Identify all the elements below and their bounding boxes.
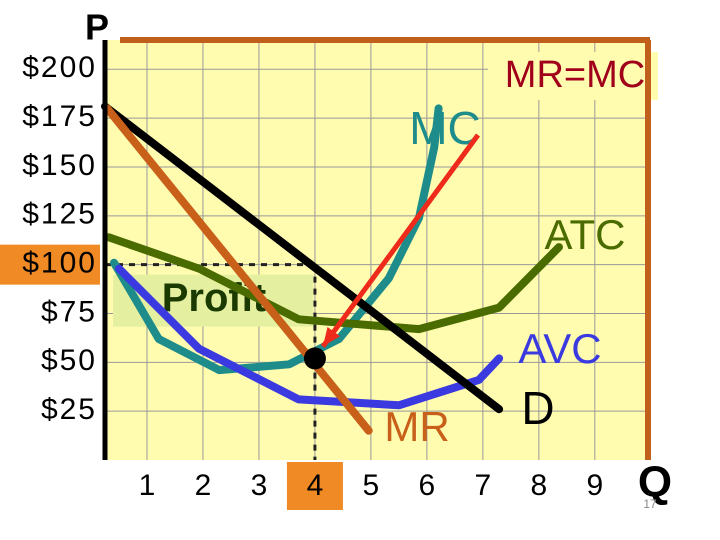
x-tick-label: 9 — [586, 469, 603, 502]
y-tick-label: $175 — [22, 100, 97, 133]
series-line — [101, 102, 504, 414]
series-label: AVC — [518, 325, 601, 372]
equilibrium-point — [303, 347, 326, 370]
x-tick-label: 8 — [530, 469, 547, 502]
grid — [105, 40, 648, 460]
x-tick-label: 5 — [363, 469, 380, 502]
x-tick-label: 7 — [475, 469, 492, 502]
y-tick-label: $150 — [22, 149, 97, 182]
arrow — [320, 133, 481, 348]
y-axis-label: P — [85, 7, 109, 48]
x-tick-label: 6 — [419, 469, 436, 502]
series-line — [104, 233, 563, 334]
y-tick-label: $50 — [41, 344, 97, 377]
x-tick-label: 4 — [307, 469, 324, 502]
y-tick-label: $75 — [41, 295, 97, 328]
annotation-box — [488, 52, 658, 100]
y-tick-label: $200 — [22, 51, 97, 84]
y-tick-label: $125 — [22, 198, 97, 231]
series-label: D — [521, 382, 554, 434]
y-tick-label: $25 — [41, 393, 97, 426]
arrow-head — [322, 327, 341, 347]
annotation: MR=MC — [505, 54, 645, 96]
slide-number: 17 — [643, 497, 657, 511]
x-axis-label: Q — [638, 458, 672, 507]
x-tick-label: 1 — [139, 469, 156, 502]
series-line — [103, 104, 373, 435]
tick-highlight — [0, 244, 100, 285]
series-line — [110, 104, 443, 375]
x-tick-label: 2 — [195, 469, 212, 502]
x-tick-label: 3 — [251, 469, 268, 502]
series-label: ATC — [545, 211, 626, 258]
tick-highlight — [286, 462, 343, 510]
series-label: MR — [384, 403, 449, 450]
y-tick-label: $100 — [22, 247, 97, 280]
